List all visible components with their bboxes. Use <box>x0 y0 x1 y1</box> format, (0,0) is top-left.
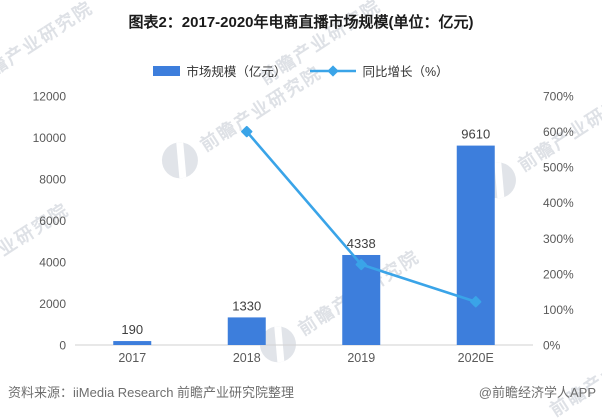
legend: 市场规模（亿元） 同比增长（%） <box>0 61 602 80</box>
bar-2017 <box>113 341 152 345</box>
y-axis-left-tick: 8000 <box>39 173 66 187</box>
y-axis-right-tick: 600% <box>543 125 574 139</box>
y-axis-right-tick: 400% <box>543 196 574 210</box>
legend-bar-swatch-icon <box>153 65 181 76</box>
y-axis-left-tick: 2000 <box>39 297 66 311</box>
bar-value-label: 1330 <box>232 298 261 313</box>
bar-value-label: 4338 <box>347 236 376 251</box>
x-axis-label-2019: 2019 <box>347 351 375 365</box>
y-axis-right-tick: 700% <box>543 90 574 104</box>
legend-bar-label: 市场规模（亿元） <box>186 65 287 79</box>
bar-2020E <box>456 145 495 345</box>
growth-marker-icon <box>241 125 253 138</box>
legend-item-growth: 同比增长（%） <box>310 61 449 80</box>
growth-marker-icon <box>355 258 367 271</box>
y-axis-right-tick: 300% <box>543 232 574 246</box>
bar-value-label: 9610 <box>461 127 490 142</box>
x-axis-label-2018: 2018 <box>233 351 261 365</box>
y-axis-left-tick: 12000 <box>33 90 67 104</box>
source-text: 资料来源：iiMedia Research 前瞻产业研究院整理 <box>8 385 295 400</box>
y-axis-left-tick: 6000 <box>39 214 66 228</box>
y-axis-right-tick: 500% <box>543 161 574 175</box>
y-axis-right-tick: 100% <box>543 303 574 317</box>
y-axis-left-tick: 10000 <box>33 131 67 145</box>
y-axis-left-tick: 4000 <box>39 256 66 270</box>
bar-value-label: 190 <box>121 322 143 337</box>
legend-line-label: 同比增长（%） <box>362 65 449 79</box>
legend-item-market-size: 市场规模（亿元） <box>153 61 286 80</box>
y-axis-right-tick: 0% <box>543 339 561 353</box>
bar-2018 <box>227 317 266 345</box>
credit-text: @前瞻经济学人APP <box>478 385 596 400</box>
x-axis-label-2017: 2017 <box>118 351 146 365</box>
chart-title: 图表2：2017-2020年电商直播市场规模(单位：亿元) <box>128 14 474 31</box>
growth-marker-icon <box>470 296 482 308</box>
y-axis-right-tick: 200% <box>543 267 574 281</box>
x-axis-label-2020E: 2020E <box>458 351 494 365</box>
y-axis-left-tick: 0 <box>59 339 66 353</box>
legend-line-swatch-icon <box>310 64 357 77</box>
